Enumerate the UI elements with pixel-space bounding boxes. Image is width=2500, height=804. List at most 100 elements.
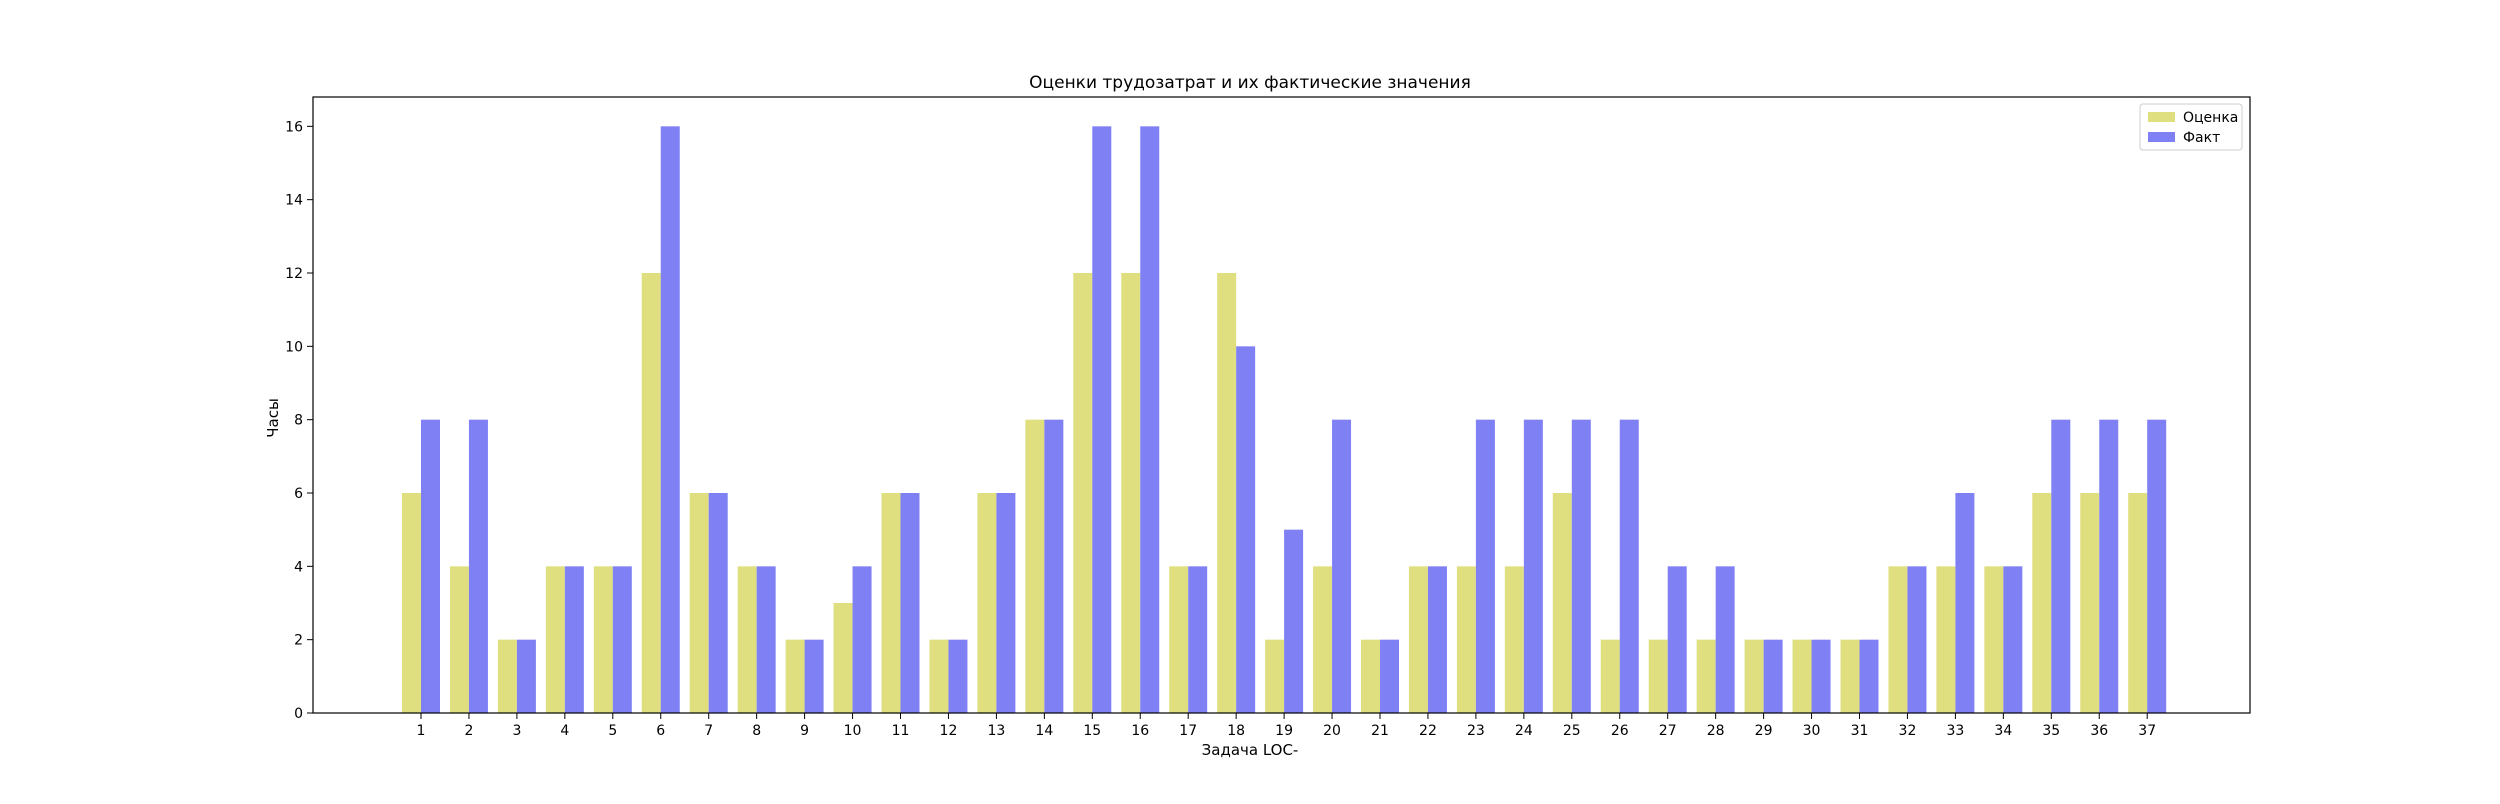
bar-actual-15 <box>1092 126 1112 713</box>
x-tick-label-8: 8 <box>752 723 761 739</box>
y-tick-label-2: 2 <box>294 633 303 649</box>
x-tick-label-6: 6 <box>656 723 665 739</box>
x-tick-label-28: 28 <box>1707 723 1725 739</box>
x-tick-label-7: 7 <box>704 723 713 739</box>
legend: Оценка Факт <box>2139 103 2243 151</box>
x-tick-label-14: 14 <box>1035 723 1053 739</box>
bar-actual-19 <box>1284 529 1304 713</box>
x-tick-label-23: 23 <box>1467 723 1485 739</box>
bar-estimate-18 <box>1217 273 1237 713</box>
bar-actual-1 <box>421 419 440 713</box>
bar-actual-21 <box>1380 639 1399 713</box>
plot-frame <box>312 96 2251 714</box>
bar-estimate-7 <box>689 493 709 713</box>
y-axis-label: Часы <box>264 398 282 438</box>
bar-estimate-16 <box>1121 273 1141 713</box>
x-tick-label-22: 22 <box>1419 723 1437 739</box>
y-tick-label-12: 12 <box>285 266 303 282</box>
bar-actual-20 <box>1332 419 1352 713</box>
bar-actual-29 <box>1763 639 1783 713</box>
bar-estimate-12 <box>929 639 949 713</box>
bar-actual-16 <box>1140 126 1160 713</box>
legend-swatch-actual <box>2148 132 2175 142</box>
bar-actual-12 <box>948 639 968 713</box>
bar-estimate-30 <box>1792 639 1812 713</box>
y-tick-label-14: 14 <box>285 193 303 209</box>
x-tick-label-30: 30 <box>1803 723 1821 739</box>
bar-actual-14 <box>1044 419 1064 713</box>
y-tick-label-10: 10 <box>285 339 303 355</box>
bar-actual-2 <box>468 419 488 713</box>
bar-actual-32 <box>1907 566 1927 713</box>
bar-estimate-10 <box>833 603 853 713</box>
legend-swatch-estimate <box>2148 112 2175 122</box>
x-tick-label-34: 34 <box>1994 723 2012 739</box>
bar-estimate-14 <box>1025 419 1045 713</box>
bar-actual-13 <box>996 493 1016 713</box>
bar-estimate-19 <box>1265 639 1285 713</box>
bar-actual-37 <box>2147 419 2167 713</box>
x-tick-label-16: 16 <box>1131 723 1149 739</box>
bar-estimate-36 <box>2080 493 2100 713</box>
bar-actual-8 <box>756 566 776 713</box>
x-tick-label-18: 18 <box>1227 723 1245 739</box>
x-tick-label-27: 27 <box>1659 723 1677 739</box>
x-tick-label-32: 32 <box>1899 723 1917 739</box>
bar-actual-31 <box>1859 639 1879 713</box>
bar-estimate-24 <box>1504 566 1524 713</box>
bar-estimate-20 <box>1313 566 1333 713</box>
bar-actual-9 <box>804 639 824 713</box>
bar-estimate-32 <box>1888 566 1908 713</box>
bar-estimate-28 <box>1696 639 1716 713</box>
x-tick-label-2: 2 <box>464 723 473 739</box>
y-tick-label-16: 16 <box>285 119 303 135</box>
bars-layer <box>402 126 2167 713</box>
x-tick-label-15: 15 <box>1083 723 1101 739</box>
bar-estimate-29 <box>1744 639 1764 713</box>
bar-actual-17 <box>1188 566 1208 713</box>
x-tick-label-17: 17 <box>1179 723 1197 739</box>
bar-actual-4 <box>564 566 584 713</box>
bar-estimate-15 <box>1073 273 1093 713</box>
bar-actual-25 <box>1571 419 1591 713</box>
axes-layer: 1 2 3 4 5 6 7 8 9 10 11 12 13 14 15 16 17 18 19 20 21 22 23 24 2… <box>285 96 2251 739</box>
bar-estimate-22 <box>1408 566 1428 713</box>
x-tick-label-9: 9 <box>800 723 809 739</box>
bar-estimate-23 <box>1456 566 1476 713</box>
bar-estimate-34 <box>1984 566 2004 713</box>
x-tick-label-12: 12 <box>940 723 958 739</box>
bar-estimate-31 <box>1840 639 1860 713</box>
bar-actual-30 <box>1811 639 1831 713</box>
bar-actual-34 <box>2003 566 2023 713</box>
bar-estimate-1 <box>402 493 421 713</box>
bar-estimate-21 <box>1361 639 1380 713</box>
bar-actual-26 <box>1619 419 1639 713</box>
bar-estimate-4 <box>545 566 565 713</box>
bar-estimate-37 <box>2128 493 2148 713</box>
x-tick-label-13: 13 <box>987 723 1005 739</box>
x-tick-label-31: 31 <box>1851 723 1869 739</box>
bar-estimate-33 <box>1936 566 1956 713</box>
x-tick-label-29: 29 <box>1755 723 1773 739</box>
bar-estimate-9 <box>785 639 805 713</box>
bar-actual-10 <box>852 566 872 713</box>
y-tick-label-0: 0 <box>294 706 303 722</box>
bar-actual-11 <box>900 493 920 713</box>
x-axis-label: Задача LOC- <box>1202 741 1299 759</box>
x-tick-label-5: 5 <box>608 723 617 739</box>
bar-actual-6 <box>660 126 680 713</box>
bar-estimate-2 <box>449 566 469 713</box>
x-tick-label-36: 36 <box>2090 723 2108 739</box>
bar-estimate-8 <box>737 566 757 713</box>
bar-actual-24 <box>1523 419 1543 713</box>
bar-actual-33 <box>1955 493 1975 713</box>
x-tick-label-10: 10 <box>844 723 862 739</box>
bar-estimate-11 <box>881 493 901 713</box>
bar-actual-5 <box>612 566 632 713</box>
legend-label-actual: Факт <box>2183 130 2220 146</box>
x-tick-label-19: 19 <box>1275 723 1293 739</box>
bar-actual-7 <box>708 493 728 713</box>
x-tick-label-37: 37 <box>2138 723 2156 739</box>
